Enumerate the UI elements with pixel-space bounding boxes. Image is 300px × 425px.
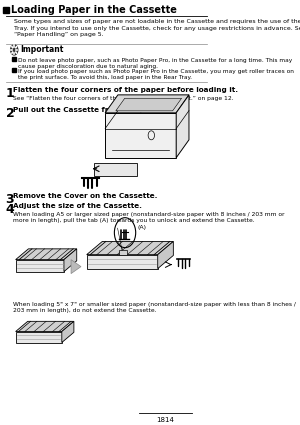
Polygon shape — [64, 249, 77, 272]
Text: If you load photo paper such as Photo Paper Pro in the Cassette, you may get rol: If you load photo paper such as Photo Pa… — [18, 69, 294, 80]
Polygon shape — [116, 98, 182, 111]
Text: 1814: 1814 — [156, 417, 174, 423]
Text: 2: 2 — [6, 107, 14, 120]
Text: When loading A5 or larger sized paper (nonstandard-size paper with 8 inches / 20: When loading A5 or larger sized paper (n… — [14, 212, 285, 223]
Circle shape — [11, 45, 18, 55]
Text: (A): (A) — [137, 225, 146, 230]
Polygon shape — [62, 321, 74, 343]
Polygon shape — [16, 321, 74, 332]
Polygon shape — [16, 249, 77, 260]
Polygon shape — [118, 249, 127, 255]
Text: Flatten the four corners of the paper before loading it.: Flatten the four corners of the paper be… — [14, 87, 238, 93]
Polygon shape — [94, 163, 137, 176]
Polygon shape — [16, 332, 62, 343]
Text: Remove the Cover on the Cassette.: Remove the Cover on the Cassette. — [14, 193, 158, 199]
Text: Important: Important — [20, 45, 63, 54]
Polygon shape — [158, 241, 173, 269]
Polygon shape — [105, 113, 176, 158]
Text: 1: 1 — [6, 87, 14, 100]
Text: Do not leave photo paper, such as Photo Paper Pro, in the Cassette for a long ti: Do not leave photo paper, such as Photo … — [18, 58, 292, 69]
Text: 4: 4 — [6, 203, 14, 216]
Polygon shape — [16, 260, 64, 272]
Polygon shape — [87, 255, 158, 269]
Text: Adjust the size of the Cassette.: Adjust the size of the Cassette. — [14, 203, 142, 209]
Text: See “Flatten the four corners of the paper before loading it.” on page 12.: See “Flatten the four corners of the pap… — [14, 96, 234, 101]
Text: Loading Paper in the Cassette: Loading Paper in the Cassette — [11, 5, 177, 15]
Polygon shape — [71, 260, 81, 274]
Polygon shape — [176, 95, 189, 158]
Text: When loading 5" x 7" or smaller sized paper (nonstandard-size paper with less th: When loading 5" x 7" or smaller sized pa… — [14, 302, 296, 313]
Polygon shape — [105, 95, 189, 113]
Polygon shape — [87, 241, 173, 255]
Text: Pull out the Cassette from the printer.: Pull out the Cassette from the printer. — [14, 107, 170, 113]
Text: 3: 3 — [6, 193, 14, 206]
Text: Some types and sizes of paper are not loadable in the Cassette and requires the : Some types and sizes of paper are not lo… — [14, 19, 300, 37]
